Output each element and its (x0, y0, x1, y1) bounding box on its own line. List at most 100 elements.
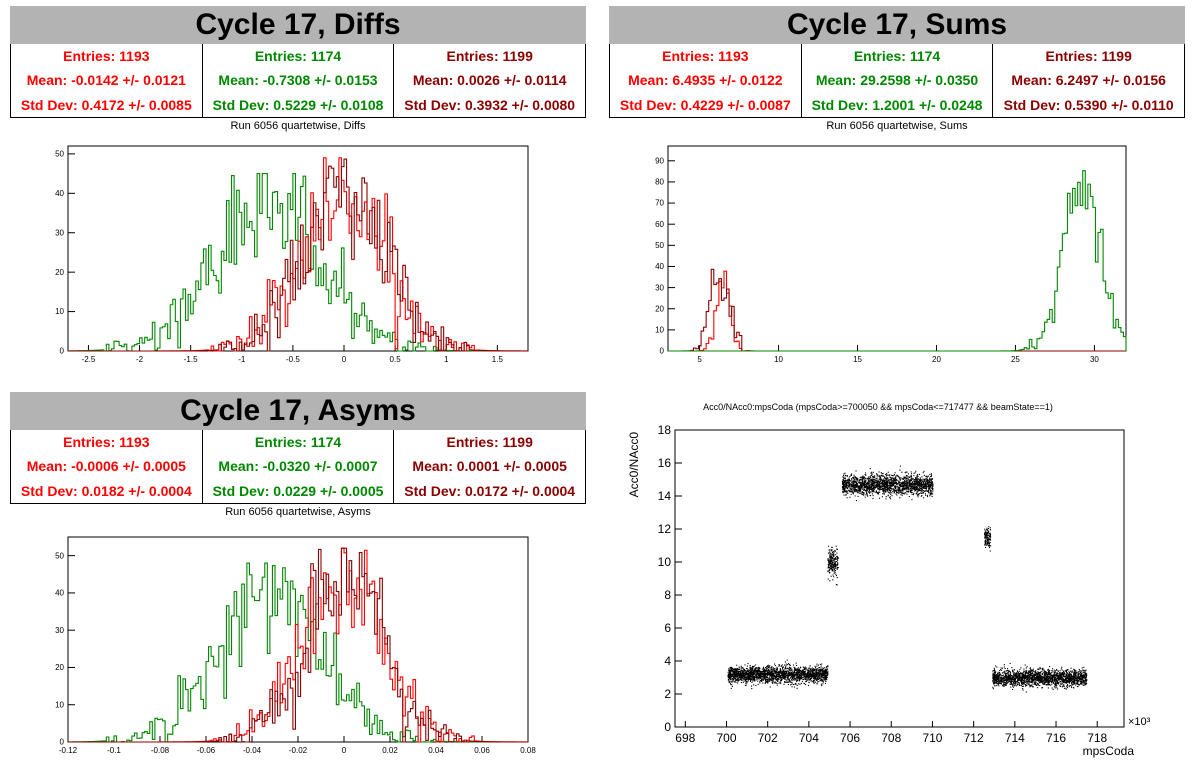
scatter-point (798, 673, 800, 675)
x-tick-label: 0.02 (382, 746, 398, 755)
histogram-series-green (67, 173, 529, 352)
scatter-point (749, 674, 751, 676)
scatter-point (888, 485, 890, 487)
scatter-point (835, 566, 837, 568)
scatter-point (759, 669, 761, 671)
scatter-point (869, 491, 871, 493)
scatter-point (779, 668, 781, 670)
scatter-point (877, 492, 879, 494)
scatter-point (809, 676, 811, 678)
scatter-point (866, 488, 868, 490)
scatter-point (732, 676, 734, 678)
scatter-point (884, 474, 886, 476)
scatter-point (802, 671, 804, 673)
scatter-point (916, 483, 918, 485)
scatter-point (906, 475, 908, 477)
scatter-point (895, 490, 897, 492)
scatter-point (795, 673, 797, 675)
scatter-point (1012, 685, 1014, 687)
scatter-point (752, 670, 754, 672)
scatter-point (803, 671, 805, 673)
scatter-point (863, 484, 865, 486)
scatter-point (807, 678, 809, 680)
scatter-point (833, 566, 835, 568)
scatter-point (814, 671, 816, 673)
scatter-point (775, 672, 777, 674)
scatter-point (735, 674, 737, 676)
scatter-point (816, 673, 818, 675)
scatter-point (824, 669, 826, 671)
scatter-point (817, 673, 819, 675)
scatter-point (876, 483, 878, 485)
scatter-point (751, 688, 753, 690)
scatter-point (867, 485, 869, 487)
scatter-point (871, 493, 873, 495)
scatter-point (817, 669, 819, 671)
scatter-point (848, 479, 850, 481)
scatter-point (917, 493, 919, 495)
scatter-point (855, 482, 857, 484)
scatter-point (879, 491, 881, 493)
scatter-point (775, 676, 777, 678)
scatter-point (790, 674, 792, 676)
scatter-point (842, 483, 844, 485)
scatter-point (988, 526, 990, 528)
scatter-point (884, 489, 886, 491)
scatter-point (895, 486, 897, 488)
scatter-point (791, 673, 793, 675)
scatter-point (805, 669, 807, 671)
scatter-point (905, 482, 907, 484)
scatter-point (861, 487, 863, 489)
scatter-point (880, 486, 882, 488)
x-tick-label: -1.5 (184, 355, 198, 364)
scatter-point (829, 554, 831, 556)
scatter-point (798, 673, 800, 675)
y-tick-label: 70 (655, 199, 664, 208)
scatter-point (760, 672, 762, 674)
scatter-point (900, 478, 902, 480)
scatter-point (796, 677, 798, 679)
scatter-point (902, 489, 904, 491)
scatter-point (796, 672, 798, 674)
scatter-point (735, 681, 737, 683)
scatter-point (729, 678, 731, 680)
scatter-point (900, 494, 902, 496)
scatter-point (1007, 681, 1009, 683)
scatter-point (787, 678, 789, 680)
scatter-point (989, 527, 991, 529)
scatter-point (827, 558, 829, 560)
scatter-point (784, 676, 786, 678)
scatter-point (830, 560, 832, 562)
scatter-point (863, 494, 865, 496)
scatter-point (832, 579, 834, 581)
scatter-point (879, 475, 881, 477)
scatter-point (749, 664, 751, 666)
scatter-point (851, 479, 853, 481)
scatter-point (893, 488, 895, 490)
scatter-point (744, 673, 746, 675)
scatter-point (730, 671, 732, 673)
scatter-point (920, 483, 922, 485)
scatter-point (909, 479, 911, 481)
scatter-point (881, 487, 883, 489)
scatter-point (1032, 668, 1034, 670)
scatter-point (899, 482, 901, 484)
scatter-point (805, 674, 807, 676)
scatter-point (807, 677, 809, 679)
scatter-point (752, 669, 754, 671)
scatter-point (754, 676, 756, 678)
scatter-point (754, 670, 756, 672)
scatter-point (788, 681, 790, 683)
scatter-point (776, 678, 778, 680)
scatter-point (830, 562, 832, 564)
scatter-point (881, 479, 883, 481)
y-tick-label: 2 (664, 687, 671, 701)
scatter-point (801, 677, 803, 679)
scatter-point (742, 668, 744, 670)
scatter-point (907, 491, 909, 493)
scatter-point (832, 559, 834, 561)
scatter-point (793, 686, 795, 688)
scatter-point (928, 492, 930, 494)
x-tick-label: 708 (881, 731, 901, 745)
scatter-point (904, 485, 906, 487)
